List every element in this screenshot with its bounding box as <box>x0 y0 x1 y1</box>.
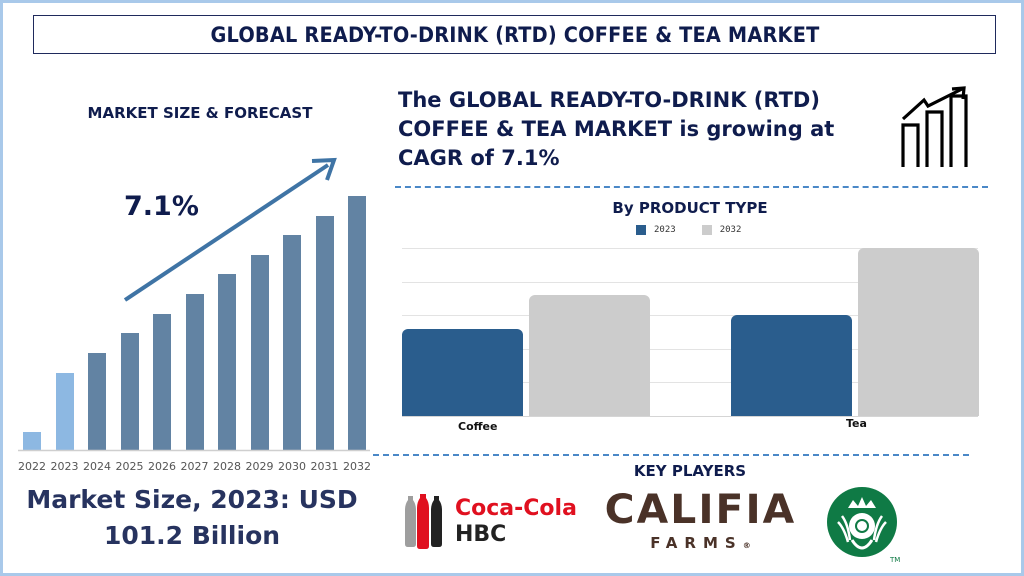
farms-wordmark: FARMS® <box>603 534 798 552</box>
bar-2029 <box>250 255 269 450</box>
bar-2032 <box>348 196 366 450</box>
califia-wordmark: CALIFIA <box>604 487 797 533</box>
year-label-2023: 2023 <box>50 460 79 473</box>
year-label-2026: 2026 <box>148 460 176 473</box>
legend-swatch-2032 <box>701 225 712 235</box>
bar-tea-2032 <box>858 248 979 416</box>
market-size-line1: Market Size, 2023: USD <box>26 485 358 514</box>
product-type-legend: 2023 2032 <box>636 225 767 235</box>
bar-tea-2023 <box>731 315 852 416</box>
hbc-wordmark: HBC <box>455 522 507 547</box>
page-title: GLOBAL READY-TO-DRINK (RTD) COFFEE & TEA… <box>210 22 819 47</box>
year-label-2025: 2025 <box>115 460 144 473</box>
year-label-2027: 2027 <box>180 460 209 473</box>
gridline <box>402 416 978 417</box>
cagr-headline: The GLOBAL READY-TO-DRINK (RTD) COFFEE &… <box>398 86 838 173</box>
year-label-2032: 2032 <box>343 460 371 473</box>
legend-label-2023: 2023 <box>654 225 676 235</box>
cagr-value: 7.1% <box>124 191 199 222</box>
bar-2028 <box>218 274 236 450</box>
category-label-coffee: Coffee <box>458 420 498 433</box>
year-label-2022: 2022 <box>18 460 46 473</box>
bar-2027 <box>185 294 204 450</box>
bar-2026 <box>153 314 171 450</box>
bar-2023 <box>55 373 74 450</box>
califia-farms-logo: CALIFIA FARMS® <box>603 488 798 552</box>
coca-cola-hbc-logo: Coca-Cola HBC <box>455 496 577 548</box>
legend-swatch-2023 <box>636 225 646 235</box>
year-label-2030: 2030 <box>278 460 306 473</box>
market-size-footer: Market Size, 2023: USD 101.2 Billion <box>0 482 384 554</box>
legend-item-2023: 2023 <box>636 225 676 235</box>
divider-bottom <box>373 454 969 456</box>
trend-arrow-icon <box>18 157 370 452</box>
gridline <box>402 382 978 384</box>
tm-mark: TM <box>889 556 900 564</box>
category-label-tea: Tea <box>846 417 867 430</box>
headline-line1: The GLOBAL READY-TO-DRINK (RTD) <box>398 88 820 112</box>
growth-chart-icon <box>901 86 968 167</box>
headline-line2: COFFEE & TEA MARKET is growing at <box>398 117 835 141</box>
key-players-title: KEY PLAYERS <box>633 462 747 480</box>
gridline <box>402 281 978 283</box>
year-label-2029: 2029 <box>245 460 274 473</box>
headline-line3: CAGR of 7.1% <box>398 146 560 170</box>
title-banner: GLOBAL READY-TO-DRINK (RTD) COFFEE & TEA… <box>33 15 996 54</box>
coca-cola-bottles-icon <box>405 494 442 549</box>
product-type-title: By PRODUCT TYPE <box>612 199 768 217</box>
bar-2030 <box>283 235 301 450</box>
farms-text: FARMS <box>650 534 743 552</box>
bar-coffee-2032 <box>529 295 650 416</box>
bar-2024 <box>88 353 106 450</box>
bar-2031 <box>315 216 334 450</box>
market-size-line2: 101.2 Billion <box>103 521 281 550</box>
year-label-2028: 2028 <box>213 460 241 473</box>
legend-label-2032: 2032 <box>719 225 742 235</box>
year-label-2031: 2031 <box>310 460 339 473</box>
gridline <box>402 348 978 350</box>
bar-2025 <box>120 333 139 450</box>
gridline <box>402 315 978 317</box>
legend-item-2032: 2032 <box>701 225 742 235</box>
gridline <box>402 248 978 249</box>
divider-top <box>395 186 988 188</box>
registered-mark: ® <box>742 541 751 550</box>
bar-2022 <box>23 432 41 450</box>
market-size-title: MARKET SIZE & FORECAST <box>87 104 313 122</box>
bar-coffee-2023 <box>402 328 523 416</box>
starbucks-logo-icon: TM <box>827 487 900 564</box>
coca-cola-wordmark: Coca-Cola <box>455 496 577 521</box>
year-label-2024: 2024 <box>83 460 111 473</box>
